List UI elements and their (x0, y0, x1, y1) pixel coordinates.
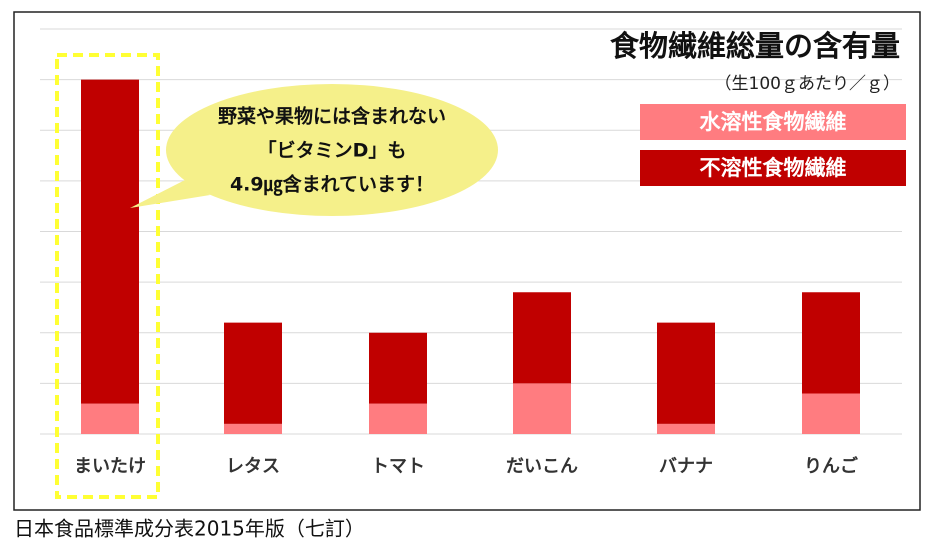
x-tick-label: レタス (226, 456, 280, 477)
bar-segment (513, 292, 571, 384)
x-tick-label: まいたけ (74, 456, 146, 477)
highlight-box (55, 53, 160, 499)
bar-segment (81, 403, 139, 434)
callout-text: 4.9㎍含まれています！ (230, 173, 434, 197)
bar-segment (369, 332, 427, 404)
chart-subtitle: （生100ｇあたり／ｇ） (715, 74, 900, 94)
chart-title: 食物繊維総量の含有量 (610, 29, 900, 63)
bar-segment (224, 423, 282, 434)
bar-segment (802, 292, 860, 394)
bar-segment (513, 383, 571, 434)
source-note: 日本食品標準成分表2015年版（七訂） (14, 517, 365, 541)
callout-text: 「ビタミンD」も (258, 139, 407, 162)
bar-segment (224, 322, 282, 424)
x-tick-label: りんご (804, 455, 858, 477)
legend-swatch (640, 150, 906, 186)
bar-segment (657, 423, 715, 434)
bar-segment (657, 322, 715, 424)
legend-label: 不溶性食物繊維 (700, 156, 847, 180)
chart-frame (13, 11, 921, 511)
callout-bubble (130, 180, 210, 208)
callout-text: 野菜や果物には含まれない (218, 105, 446, 128)
bar-segment (81, 79, 139, 404)
bar-segment (369, 403, 427, 434)
x-tick-label: トマト (371, 456, 425, 477)
legend-swatch (640, 104, 906, 140)
x-tick-label: だいこん (506, 456, 578, 477)
x-tick-label: バナナ (659, 456, 713, 477)
callout-bubble (166, 84, 498, 216)
bar-segment (802, 393, 860, 434)
legend-label: 水溶性食物繊維 (700, 110, 847, 134)
